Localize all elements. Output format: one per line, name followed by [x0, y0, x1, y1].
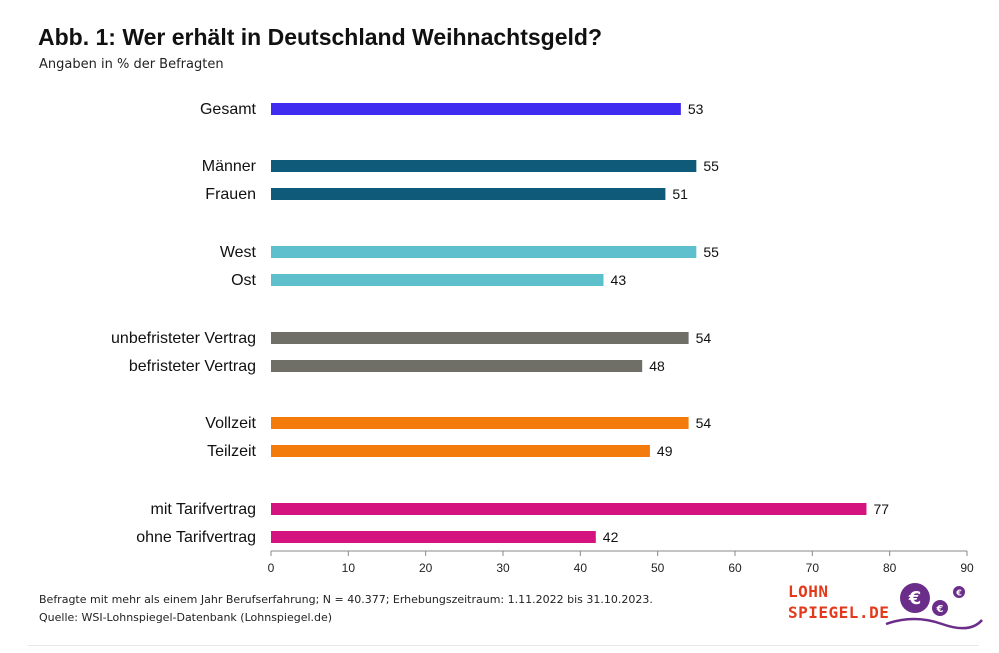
x-tick-label: 50: [651, 561, 665, 575]
data-label: 53: [688, 101, 704, 117]
category-label: West: [220, 244, 257, 261]
chart-title: Abb. 1: Wer erhält in Deutschland Weihna…: [38, 24, 603, 50]
category-label: Teilzeit: [207, 443, 256, 460]
data-label: 54: [696, 415, 712, 431]
bar: [271, 360, 643, 372]
logo-text-lohn: LOHN: [788, 582, 829, 601]
bar: [271, 531, 596, 543]
data-label: 42: [603, 529, 619, 545]
bar: [271, 188, 666, 200]
x-tick-label: 90: [960, 561, 974, 575]
category-label: Männer: [202, 158, 257, 175]
logo-text-spiegel: SPIEGEL.DE: [788, 603, 890, 622]
x-tick-label: 20: [419, 561, 433, 575]
footnote-source: Quelle: WSI-Lohnspiegel-Datenbank (Lohns…: [39, 611, 333, 624]
data-label: 55: [703, 158, 719, 174]
bar: [271, 246, 697, 258]
data-label: 54: [696, 330, 712, 346]
bar: [271, 445, 650, 457]
category-label: befristeter Vertrag: [129, 358, 256, 375]
category-label: Frauen: [205, 186, 256, 203]
category-label: Ost: [231, 272, 256, 289]
bottom-divider: [28, 645, 979, 646]
footnote-sample-info: Befragte mit mehr als einem Jahr Berufse…: [39, 593, 653, 606]
data-label: 51: [672, 186, 688, 202]
category-label: Gesamt: [200, 101, 257, 118]
bar: [271, 103, 681, 115]
bar: [271, 332, 689, 344]
x-tick-label: 60: [728, 561, 742, 575]
data-label: 55: [703, 244, 719, 260]
euro-glyph: €: [908, 588, 922, 609]
x-tick-label: 0: [268, 561, 275, 575]
euro-glyph: €: [955, 589, 962, 598]
bar: [271, 274, 604, 286]
x-tick-label: 30: [496, 561, 510, 575]
lohnspiegel-logo: LOHN SPIEGEL.DE € € €: [788, 580, 988, 635]
x-tick-label: 70: [806, 561, 820, 575]
x-tick-label: 80: [883, 561, 897, 575]
x-tick-label: 40: [574, 561, 588, 575]
category-label: unbefristeter Vertrag: [111, 330, 256, 347]
euro-glyph: €: [936, 604, 944, 615]
data-label: 49: [657, 443, 673, 459]
footnote: Befragte mit mehr als einem Jahr Berufse…: [39, 591, 653, 627]
chart-subtitle: Angaben in % der Befragten: [39, 57, 224, 72]
category-label: mit Tarifvertrag: [150, 501, 256, 518]
data-label: 77: [873, 501, 889, 517]
bar-chart: Gesamt 53 Männer 55 Frauen 51 West 55 Ost 43 unbef…: [111, 101, 974, 575]
category-label: Vollzeit: [205, 415, 256, 432]
bar: [271, 503, 867, 515]
category-label: ohne Tarifvertrag: [136, 529, 256, 546]
bar: [271, 417, 689, 429]
bar: [271, 160, 697, 172]
data-label: 48: [649, 358, 665, 374]
euro-coins-icon: € € €: [885, 583, 983, 630]
data-label: 43: [611, 272, 627, 288]
x-tick-label: 10: [342, 561, 356, 575]
